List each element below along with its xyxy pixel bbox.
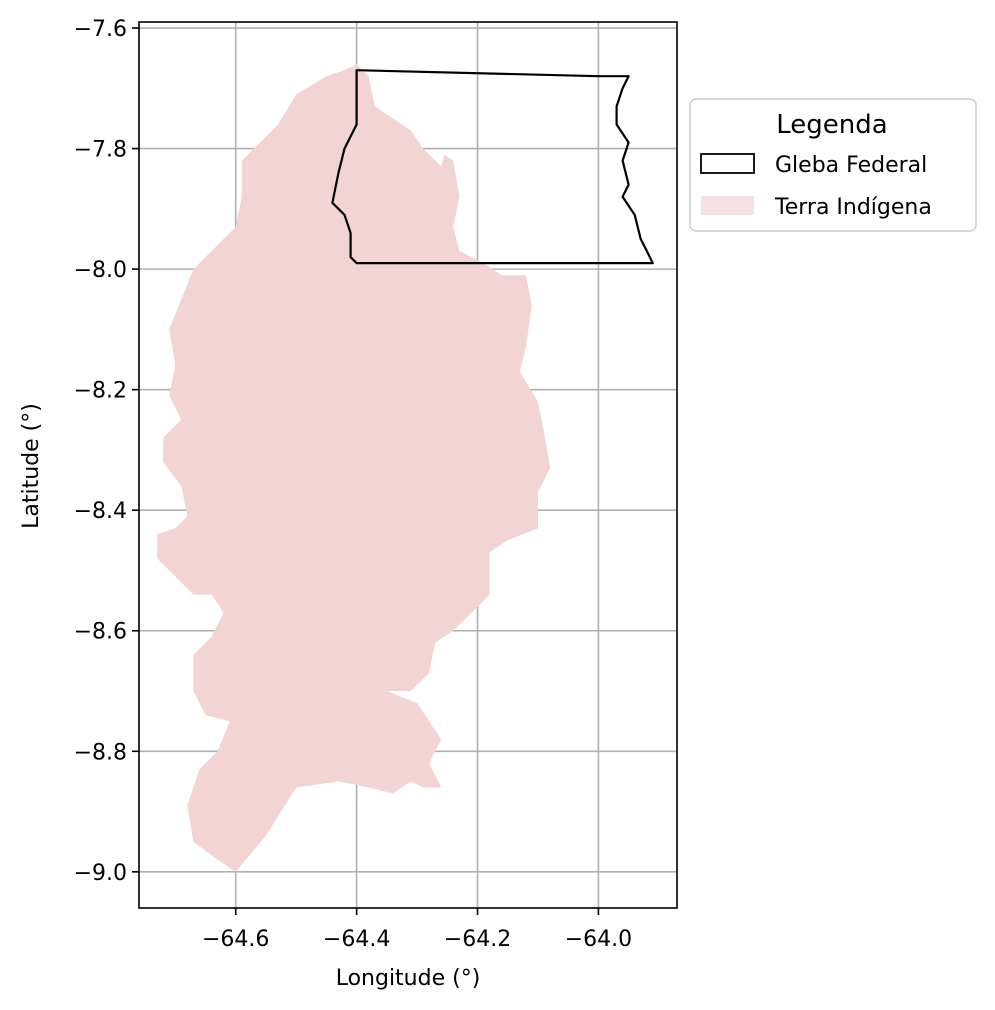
legend-title: Legenda: [776, 110, 887, 140]
y-tick-label: −8.0: [74, 258, 127, 283]
x-tick-label: −64.6: [202, 927, 269, 952]
axis-ticks: −64.6 −64.4 −64.2 −64.0 −7.6 −7.8 −8.0 −8.2 −8.4…: [74, 17, 633, 952]
y-tick-label: −8.4: [74, 499, 127, 524]
y-axis-label: Latitude (°): [19, 403, 44, 529]
plot-frame: [138, 21, 678, 909]
y-tick-label: −8.8: [74, 740, 127, 765]
y-tick-label: −7.6: [74, 17, 127, 42]
x-tick-label: −64.2: [444, 927, 511, 952]
x-tick-label: −64.0: [565, 927, 632, 952]
y-tick-label: −7.8: [74, 138, 127, 163]
legend-box: [689, 98, 977, 232]
legend-swatch-terra-indigena: [701, 196, 754, 215]
legend-label-terra-indigena: Terra Indígena: [774, 195, 932, 220]
terra-indigena-area: [157, 64, 551, 872]
x-axis-label: Longitude (°): [336, 966, 481, 991]
legend-swatch-gleba-federal: [700, 153, 755, 174]
legend-label-gleba-federal: Gleba Federal: [775, 153, 927, 178]
y-tick-label: −9.0: [74, 861, 127, 886]
y-tick-label: −8.6: [74, 620, 127, 645]
legend: Legenda Gleba Federal Terra Indígena: [689, 98, 977, 232]
map-layers: [157, 64, 654, 872]
x-tick-label: −64.4: [323, 927, 390, 952]
y-tick-label: −8.2: [74, 379, 127, 404]
gleba-federal-outline: [331, 69, 654, 265]
